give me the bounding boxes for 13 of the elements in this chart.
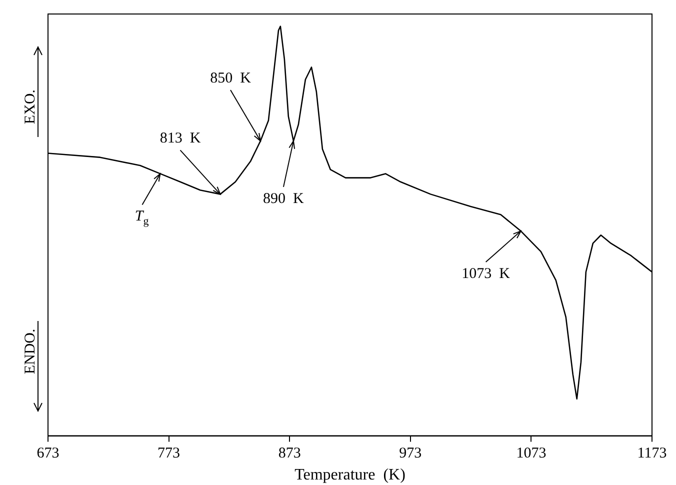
x-tick-label: 1073 xyxy=(516,446,546,462)
x-axis-title: Temperature (K) xyxy=(294,466,406,484)
annotation: 890 K xyxy=(263,190,304,207)
text: EXO. xyxy=(22,90,38,124)
annotation: 813 K xyxy=(160,130,201,147)
x-tick-label: 1173 xyxy=(637,446,667,462)
x-tick-label: 873 xyxy=(278,446,301,462)
annotation: 850 K xyxy=(210,70,252,86)
annotation: 1073 K xyxy=(462,266,510,282)
text: ENDO. xyxy=(22,328,38,374)
x-tick-label: 673 xyxy=(36,446,60,462)
x-tick-label: 973 xyxy=(399,446,422,462)
x-tick-label: 773 xyxy=(158,446,180,462)
